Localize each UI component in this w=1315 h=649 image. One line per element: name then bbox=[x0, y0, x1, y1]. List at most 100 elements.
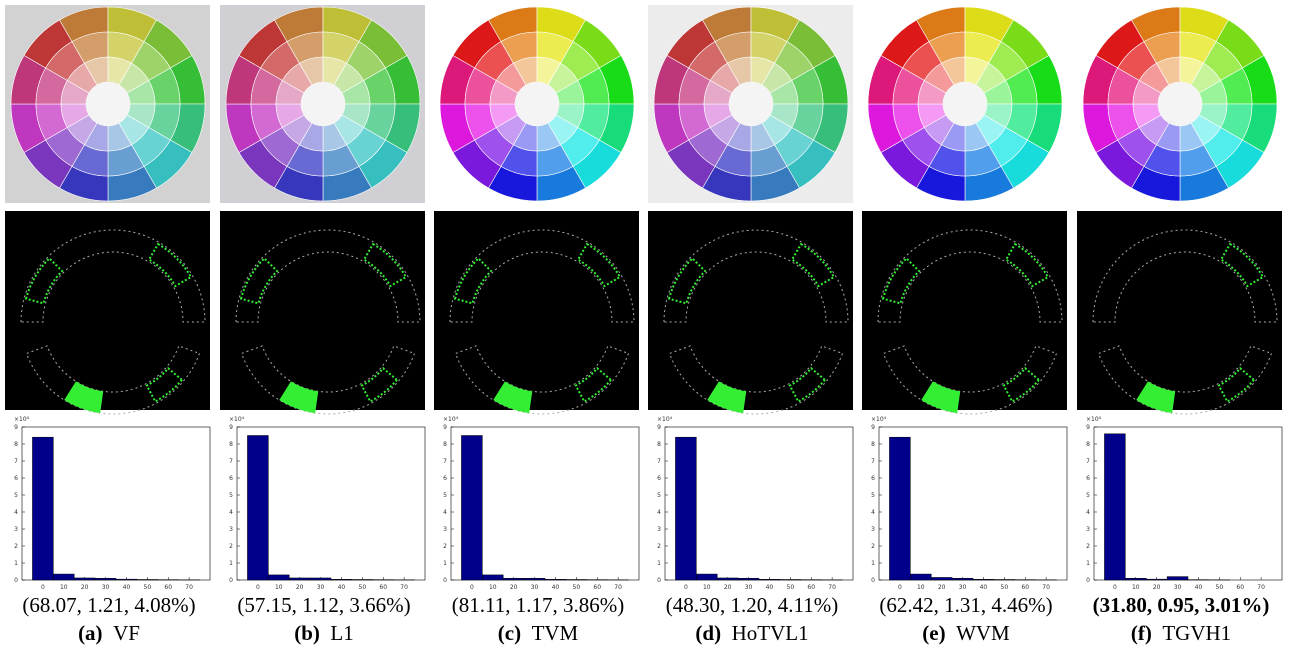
metrics: (57.15, 1.12, 3.66%) bbox=[237, 593, 410, 617]
histogram-bar bbox=[738, 578, 759, 580]
histogram-bar bbox=[247, 436, 268, 581]
y-tick-label: 3 bbox=[443, 526, 447, 533]
x-tick-label: 50 bbox=[787, 584, 795, 591]
scale-label: ×10⁴ bbox=[14, 416, 30, 423]
x-tick-label: 50 bbox=[359, 584, 367, 591]
x-tick-label: 50 bbox=[1001, 584, 1009, 591]
y-tick-label: 9 bbox=[443, 424, 447, 431]
x-tick-label: 20 bbox=[938, 584, 946, 591]
y-tick-label: 1 bbox=[443, 560, 447, 567]
y-tick-label: 9 bbox=[657, 424, 661, 431]
histogram-bar bbox=[545, 579, 566, 580]
y-tick-label: 9 bbox=[14, 424, 18, 431]
x-tick-label: 70 bbox=[1257, 584, 1265, 591]
y-tick-label: 8 bbox=[443, 441, 447, 448]
x-tick-label: 10 bbox=[275, 584, 283, 591]
y-tick-label: 7 bbox=[229, 458, 233, 465]
x-tick-label: 10 bbox=[1132, 584, 1140, 591]
x-tick-label: 0 bbox=[41, 584, 45, 591]
histogram-bar bbox=[952, 578, 973, 580]
metrics: (68.07, 1.21, 4.08%) bbox=[22, 593, 195, 617]
metrics: (31.80, 0.95, 3.01%) bbox=[1093, 593, 1270, 617]
y-tick-label: 7 bbox=[657, 458, 661, 465]
histogram-bar bbox=[74, 578, 95, 580]
caption: (c) TVM bbox=[498, 621, 579, 645]
x-tick-label: 0 bbox=[470, 584, 474, 591]
histogram-bar bbox=[268, 575, 289, 580]
y-tick-label: 0 bbox=[443, 577, 447, 584]
caption: (a) VF bbox=[78, 621, 140, 645]
x-tick-label: 40 bbox=[552, 584, 560, 591]
y-tick-label: 9 bbox=[1086, 424, 1090, 431]
histogram-bar bbox=[759, 579, 780, 580]
histogram-bar bbox=[1125, 578, 1146, 580]
x-tick-label: 20 bbox=[724, 584, 732, 591]
y-tick-label: 5 bbox=[871, 492, 875, 499]
y-tick-label: 4 bbox=[443, 509, 447, 516]
histogram-bar bbox=[889, 437, 910, 580]
histogram-bar bbox=[482, 575, 503, 580]
x-tick-label: 60 bbox=[593, 584, 601, 591]
y-tick-label: 4 bbox=[14, 509, 18, 516]
y-tick-label: 3 bbox=[14, 526, 18, 533]
y-tick-label: 1 bbox=[657, 560, 661, 567]
x-tick-label: 60 bbox=[1021, 584, 1029, 591]
x-tick-label: 60 bbox=[807, 584, 815, 591]
y-tick-label: 0 bbox=[657, 577, 661, 584]
caption-tag: (b) bbox=[294, 621, 320, 645]
y-tick-label: 7 bbox=[1086, 458, 1090, 465]
x-tick-label: 50 bbox=[144, 584, 152, 591]
x-tick-label: 30 bbox=[959, 584, 967, 591]
histogram-bar bbox=[675, 437, 696, 580]
histogram-bar bbox=[32, 437, 53, 580]
caption-tag: (f) bbox=[1131, 621, 1152, 645]
x-tick-label: 40 bbox=[766, 584, 774, 591]
x-tick-label: 10 bbox=[917, 584, 925, 591]
y-tick-label: 7 bbox=[14, 458, 18, 465]
histogram-bar bbox=[696, 574, 717, 580]
histogram-bar bbox=[461, 436, 482, 581]
y-tick-label: 4 bbox=[1086, 509, 1090, 516]
y-tick-label: 6 bbox=[871, 475, 875, 482]
x-tick-label: 60 bbox=[379, 584, 387, 591]
x-tick-label: 40 bbox=[1195, 584, 1203, 591]
histogram-bar bbox=[331, 579, 352, 580]
y-tick-label: 5 bbox=[1086, 492, 1090, 499]
y-tick-label: 2 bbox=[657, 543, 661, 550]
x-tick-label: 70 bbox=[614, 584, 622, 591]
caption-name: L1 bbox=[330, 621, 353, 645]
detection-image bbox=[434, 211, 639, 410]
y-tick-label: 7 bbox=[443, 458, 447, 465]
x-tick-label: 0 bbox=[684, 584, 688, 591]
x-tick-label: 20 bbox=[81, 584, 89, 591]
y-tick-label: 1 bbox=[1086, 560, 1090, 567]
x-tick-label: 70 bbox=[185, 584, 193, 591]
y-tick-label: 4 bbox=[229, 509, 233, 516]
y-tick-label: 1 bbox=[871, 560, 875, 567]
x-tick-label: 20 bbox=[510, 584, 518, 591]
caption-tag: (a) bbox=[78, 621, 103, 645]
y-tick-label: 8 bbox=[657, 441, 661, 448]
metrics: (62.42, 1.31, 4.46%) bbox=[879, 593, 1052, 617]
y-tick-label: 8 bbox=[871, 441, 875, 448]
scale-label: ×10⁴ bbox=[657, 416, 673, 423]
caption-tag: (c) bbox=[498, 621, 521, 645]
x-tick-label: 0 bbox=[256, 584, 260, 591]
figure: ×10⁴0123456789010203040506070(68.07, 1.2… bbox=[0, 0, 1315, 649]
x-tick-label: 50 bbox=[1216, 584, 1224, 591]
y-tick-label: 0 bbox=[14, 577, 18, 584]
y-tick-label: 2 bbox=[443, 543, 447, 550]
y-tick-label: 0 bbox=[1086, 577, 1090, 584]
histogram-bar bbox=[717, 578, 738, 580]
histogram-bar bbox=[524, 578, 545, 580]
histogram-bar bbox=[973, 579, 994, 580]
histogram-bar bbox=[994, 579, 1015, 580]
wheel-center bbox=[943, 82, 987, 126]
y-tick-label: 0 bbox=[871, 577, 875, 584]
histogram-bar bbox=[1104, 434, 1125, 580]
detection-image bbox=[862, 211, 1067, 410]
histogram-bar bbox=[310, 578, 331, 580]
y-tick-label: 1 bbox=[229, 560, 233, 567]
x-tick-label: 30 bbox=[102, 584, 110, 591]
histogram-bar bbox=[566, 579, 587, 580]
